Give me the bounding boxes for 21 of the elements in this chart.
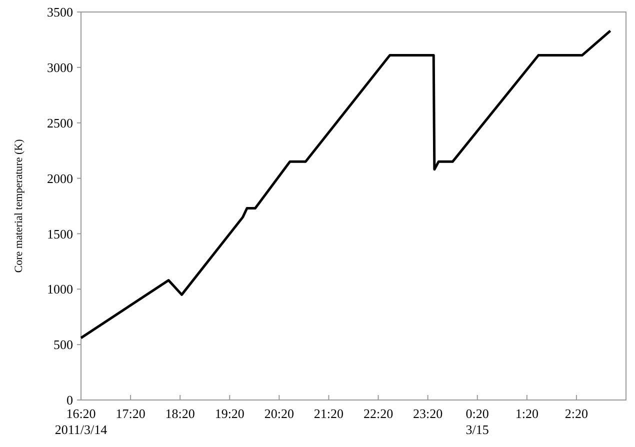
x-tick-label: 21:20 xyxy=(314,406,344,421)
x-tick-label: 2:20 xyxy=(564,406,588,421)
line-series xyxy=(80,30,612,340)
y-tick-label: 500 xyxy=(54,337,73,352)
y-tick-label: 3000 xyxy=(47,60,73,75)
x-tick-label: 17:20 xyxy=(116,406,146,421)
x-tick-label: 18:20 xyxy=(165,406,195,421)
x-tick-label: 0:20 3/15 xyxy=(466,406,489,437)
y-tick-label: 0 xyxy=(66,392,73,408)
x-tick-label: 20:20 xyxy=(264,406,294,421)
x-tick-label: 1:20 xyxy=(515,406,538,421)
y-tick-label: 2500 xyxy=(47,115,73,130)
x-tick-label: 23:20 xyxy=(413,406,443,421)
y-tick-label: 3500 xyxy=(47,4,73,20)
y-tick-label: 1000 xyxy=(47,282,73,297)
x-tick-label: 22:20 xyxy=(363,406,394,421)
x-tick-label: 16:20 2011/3/14 xyxy=(54,406,108,437)
x-tick-label: 19:20 xyxy=(214,406,244,421)
y-tick-label: 2000 xyxy=(47,170,73,186)
y-tick-label: 1500 xyxy=(47,226,73,242)
y-axis-title: Core material temperature (K) xyxy=(13,138,25,273)
